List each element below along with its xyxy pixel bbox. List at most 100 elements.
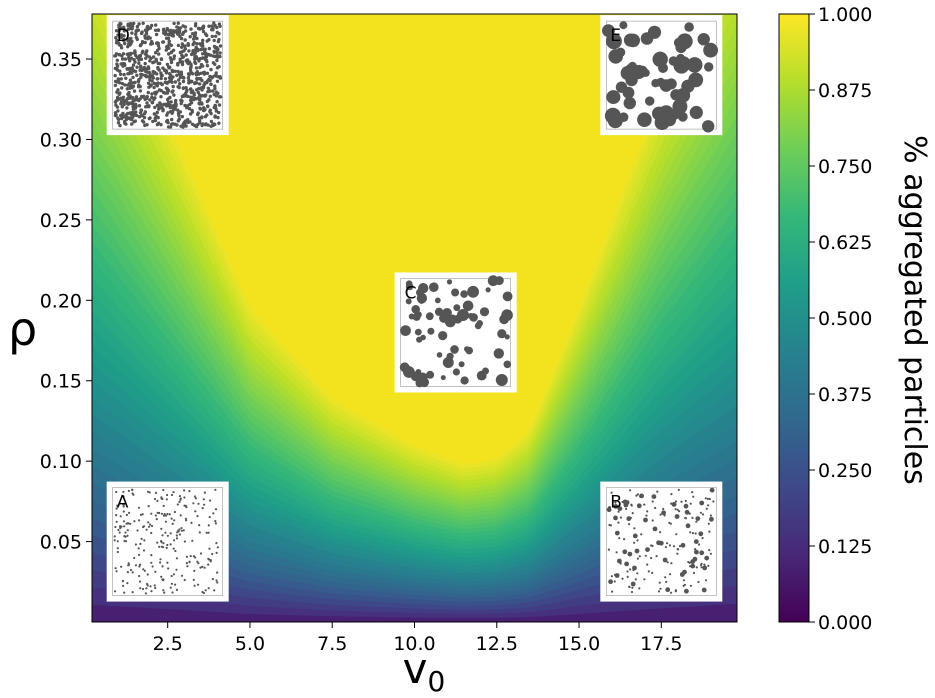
inset-particle [175, 534, 178, 537]
inset-particle [697, 543, 701, 546]
x-tick-label: 2.5 [153, 633, 183, 655]
inset-particle [611, 590, 614, 593]
inset-particle [124, 531, 127, 534]
inset-particle [429, 282, 439, 293]
inset-particle [703, 563, 706, 566]
inset-particle [176, 69, 180, 74]
inset-particle [176, 85, 180, 89]
inset-particle [157, 88, 162, 92]
inset-particle [121, 580, 124, 583]
inset-particle [214, 34, 218, 38]
inset-particle [180, 114, 184, 119]
inset-particle [117, 53, 122, 57]
inset-particle [215, 53, 219, 58]
inset-particle [193, 495, 196, 498]
inset-particle [172, 491, 175, 494]
inset-particle [144, 592, 147, 595]
inset-particle [504, 334, 510, 340]
inset-particle [207, 38, 211, 42]
inset-particle [134, 32, 138, 36]
colorbar-gradient [778, 13, 810, 623]
inset-particle [138, 519, 141, 522]
inset-e: E [600, 15, 723, 136]
inset-particle [218, 95, 223, 99]
inset-particle [690, 563, 696, 569]
inset-particle [217, 32, 221, 36]
inset-particle [145, 25, 149, 30]
inset-particle [215, 79, 220, 84]
inset-particle [178, 75, 183, 80]
inset-particle [169, 77, 174, 81]
inset-particle [186, 61, 190, 66]
inset-particle [145, 528, 148, 531]
inset-particle [134, 53, 138, 58]
inset-particle [201, 38, 205, 42]
inset-particle [123, 83, 127, 87]
inset-particle [680, 500, 683, 503]
inset-particle [200, 26, 204, 31]
inset-particle [614, 501, 617, 504]
inset-particle [192, 97, 196, 102]
inset-particle [118, 91, 122, 95]
inset-particle [176, 108, 180, 112]
inset-particle [126, 534, 129, 537]
inset-particle [120, 81, 125, 86]
inset-particle [166, 36, 171, 40]
inset-particle [209, 560, 212, 563]
x-tick-label: 12.5 [476, 633, 518, 655]
inset-particle [187, 107, 192, 111]
inset-particle [216, 47, 220, 52]
inset-particle [135, 24, 140, 29]
inset-particle [194, 510, 197, 513]
inset-particle [123, 41, 127, 46]
inset-particle [174, 583, 177, 586]
inset-particle [139, 114, 144, 118]
inset-particle [695, 566, 698, 569]
inset-particle [206, 104, 210, 109]
inset-particle [203, 503, 206, 506]
inset-particle [217, 121, 221, 125]
inset-particle [143, 569, 146, 572]
inset-particle [122, 495, 125, 498]
inset-particle [169, 31, 173, 35]
inset-particle [156, 67, 160, 71]
inset-particle [150, 95, 154, 100]
inset-particle [122, 72, 126, 77]
inset-particle [178, 495, 181, 498]
inset-particle [114, 567, 117, 570]
inset-particle [159, 561, 162, 564]
inset-particle [618, 112, 629, 122]
inset-particle [150, 74, 155, 78]
inset-particle [174, 549, 177, 553]
inset-particle [668, 56, 679, 66]
colorbar-tick-label: 0.750 [818, 156, 872, 178]
inset-particle [678, 545, 682, 548]
inset-particle [120, 565, 123, 568]
inset-particle [674, 508, 677, 511]
inset-particle [197, 583, 200, 586]
inset-particle [497, 329, 507, 339]
inset-particle [647, 570, 650, 573]
inset-particle [115, 58, 120, 62]
inset-particle [127, 562, 130, 565]
inset-particle [192, 37, 196, 41]
inset-particle [502, 291, 513, 302]
inset-particle [621, 577, 624, 580]
inset-particle [689, 531, 692, 534]
inset-particle [159, 57, 164, 61]
inset-particle [704, 497, 707, 500]
inset-particle [136, 79, 141, 84]
inset-particle [203, 491, 206, 494]
inset-particle [175, 73, 179, 78]
inset-particle [115, 514, 118, 517]
inset-particle [173, 539, 176, 542]
inset-particle [141, 513, 144, 516]
inset-particle [446, 279, 453, 285]
inset-particle [189, 90, 193, 95]
inset-particle [145, 101, 149, 105]
inset-particle [189, 27, 193, 31]
inset-particle [140, 40, 145, 44]
inset-particle [185, 506, 188, 509]
inset-particle [154, 32, 159, 37]
inset-particle [485, 287, 491, 293]
